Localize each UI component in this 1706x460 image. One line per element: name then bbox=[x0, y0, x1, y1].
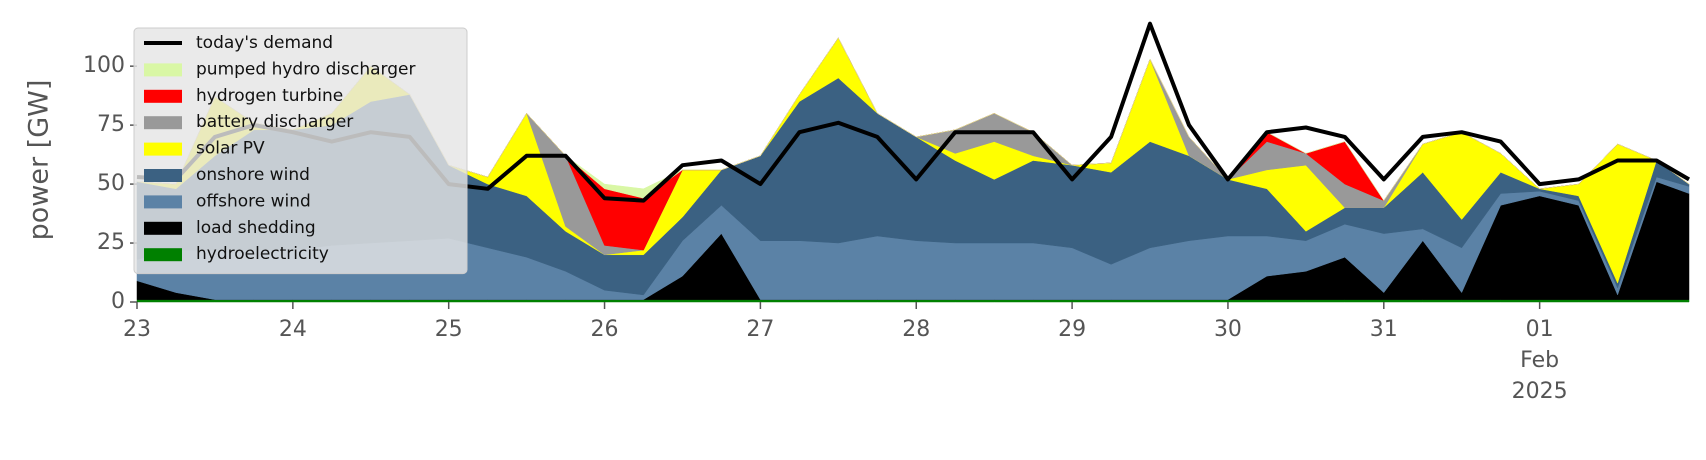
legend-label: pumped hydro discharger bbox=[196, 59, 415, 79]
legend-label: onshore wind bbox=[196, 165, 310, 185]
legend-label: hydrogen turbine bbox=[196, 86, 343, 106]
area bbox=[136, 299, 1690, 303]
legend-swatch bbox=[144, 89, 182, 103]
legend-label: load shedding bbox=[196, 218, 316, 238]
legend-swatch bbox=[144, 195, 182, 209]
y-tick-label: 75 bbox=[97, 112, 125, 137]
x-tick-label: 25 bbox=[435, 317, 463, 342]
x-tick-label: 28 bbox=[902, 317, 930, 342]
legend-label: today's demand bbox=[196, 33, 333, 53]
y-tick-label: 50 bbox=[97, 171, 125, 196]
legend-label: hydroelectricity bbox=[196, 244, 329, 264]
x-tick-label: 30 bbox=[1214, 317, 1242, 342]
legend-swatch bbox=[144, 142, 182, 156]
legend-label: battery discharger bbox=[196, 112, 353, 132]
legend-box bbox=[133, 27, 468, 275]
y-tick-label: 0 bbox=[111, 289, 125, 314]
y-tick-label: 25 bbox=[97, 230, 125, 255]
legend-label: offshore wind bbox=[196, 191, 311, 211]
x-tick-label: 24 bbox=[279, 317, 307, 342]
x-tick-label: 26 bbox=[591, 317, 619, 342]
x-tick-label: 31 bbox=[1370, 317, 1398, 342]
legend-label: solar PV bbox=[196, 139, 265, 159]
y-tick-label: 100 bbox=[83, 53, 125, 78]
x-tick-label: 23 bbox=[123, 317, 151, 342]
legend-swatch bbox=[144, 221, 182, 235]
legend-swatch bbox=[144, 248, 182, 262]
legend-swatch bbox=[144, 116, 182, 130]
x-tick-label: 01 Feb 2025 bbox=[1512, 317, 1568, 404]
legend-swatch bbox=[144, 63, 182, 77]
x-tick-label: 27 bbox=[746, 317, 774, 342]
y-axis-label: power [GW] bbox=[24, 80, 55, 241]
x-tick-label: 29 bbox=[1058, 317, 1086, 342]
legend-swatch bbox=[144, 169, 182, 182]
